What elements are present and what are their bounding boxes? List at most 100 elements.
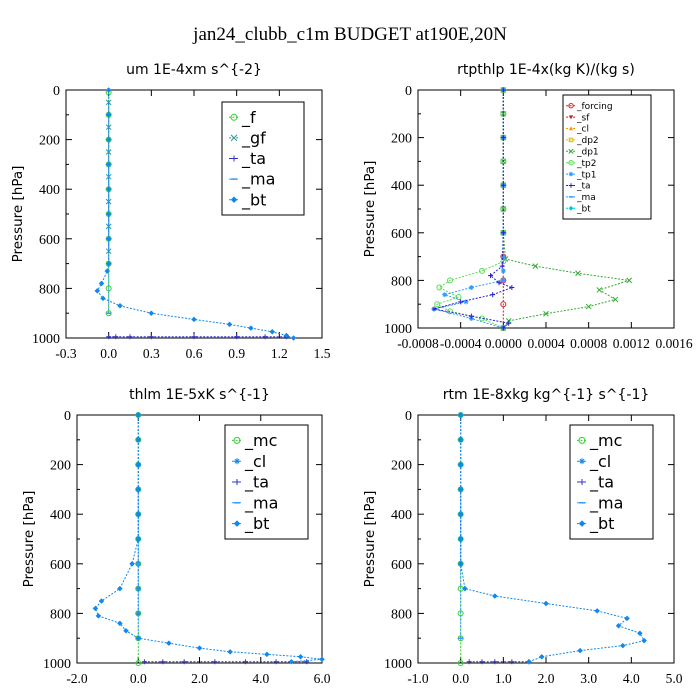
data-point [117,302,123,309]
legend: _f_gf_ta_ma_bt [221,101,305,216]
x-tick-label: -0.3 [55,346,77,361]
data-point [141,659,147,665]
legend-entry: _bt [232,514,269,534]
data-point [526,658,532,665]
legend-entry: _ta [232,473,269,493]
legend-entry: _bt [577,514,614,534]
legend-entry: _f [229,108,256,128]
data-point [488,273,494,279]
data-point [543,310,549,317]
legend-marker [568,205,574,211]
legend-entry: _tp2 [566,159,596,169]
data-point [457,660,464,666]
data-point [436,284,443,291]
x-tick-label: 0.9 [228,346,245,361]
legend-entry: _bt [566,204,591,214]
y-tick-label: 600 [50,558,71,573]
legend-label: _cl [244,452,266,472]
legend-label: _forcing [576,102,613,112]
data-point [290,335,297,341]
data-point [95,613,102,619]
data-point [500,230,506,236]
data-point [269,328,276,335]
x-tick-label: 0.0 [130,671,147,686]
x-tick-label: 0.0016 [655,336,692,351]
legend-label: _mc [244,431,277,451]
y-tick-label: 600 [391,227,412,242]
legend-label: _cl [589,452,611,472]
data-point [242,659,248,665]
data-point [509,659,515,665]
data-point [127,334,133,340]
data-point [619,642,626,649]
legend-label: _ta [244,473,269,493]
x-tick-label: 2.0 [191,671,208,686]
data-point [506,320,512,326]
data-point [457,436,464,443]
x-tick-label: 1.0 [495,671,512,686]
legend-label: _bt [241,190,266,210]
y-tick-label: 800 [391,274,412,289]
data-point [319,656,325,663]
panel-4: rtm 1E-8xkg kg^{-1} s^{-1} Pressure [hPa]… [362,387,683,686]
data-point [447,277,453,284]
x-tick-label: 5.0 [666,671,683,686]
data-point [466,659,472,665]
data-point [297,653,304,660]
data-point [500,277,506,283]
data-point [105,223,112,230]
data-point [234,334,240,340]
x-tick-label: 0.0 [452,671,469,686]
x-tick-label: 0.6 [186,346,203,361]
legend-entry: _ma [577,493,623,513]
data-point [612,296,619,303]
y-tick-label: 200 [39,134,60,149]
y-tick-label: 1000 [32,332,60,347]
legend: _mc_cl_ta_ma_bt [569,424,654,540]
series-ta [466,659,532,665]
data-point [181,659,187,665]
data-point [283,332,290,339]
legend-label: _f [241,108,256,128]
legend-entry: _mc [232,431,277,451]
data-point [262,334,268,340]
series-ta [431,87,515,331]
panel-title: rtpthlp 1E-4x(kg K)/(kg s) [457,62,635,78]
legend-entry: _ma [232,493,278,513]
series-line [435,90,504,329]
data-point [117,620,123,627]
y-tick-label: 800 [39,282,60,297]
legend-label: _mc [589,431,622,451]
data-point [500,325,506,331]
legend-entry: _ma [229,170,275,190]
data-point [442,292,448,298]
legend-marker [233,436,241,444]
x-tick-label: -2.0 [66,671,88,686]
legend-entry: _sf [566,113,590,123]
x-tick-label: 0.0004 [527,336,564,351]
data-point [135,461,142,468]
data-point [105,136,112,143]
data-point [496,280,502,286]
series-ta [141,659,310,665]
data-point [135,486,142,493]
x-tick-label: 0.0012 [613,336,650,351]
data-point [499,263,505,269]
data-point [626,277,633,284]
series-bt [94,87,297,341]
x-tick-label: 2.0 [538,671,555,686]
y-tick-label: 800 [50,607,71,622]
x-tick-label: 0.0000 [485,336,522,351]
legend-marker [568,115,574,120]
data-point [105,124,112,131]
data-point [105,211,112,217]
data-point [135,536,142,542]
data-point [538,653,545,660]
data-point [457,412,464,418]
y-tick-label: 600 [39,233,60,248]
data-point [191,316,197,323]
data-point [596,287,603,293]
data-point [191,334,197,340]
data-point [248,325,254,331]
data-point [104,268,111,274]
